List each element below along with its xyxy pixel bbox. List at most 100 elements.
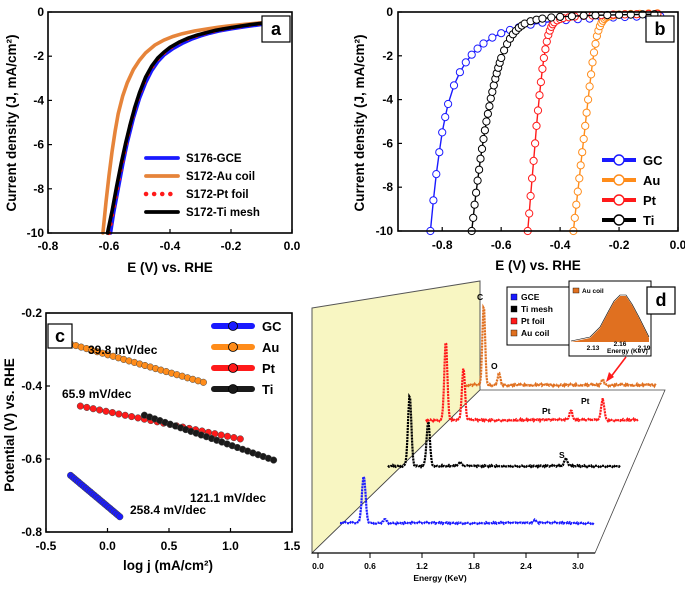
panel-c-point xyxy=(230,434,238,442)
panel-b-point xyxy=(444,99,453,109)
panel-c-slope-gc: 258.4 mV/dec xyxy=(130,503,206,517)
panel-d-xtick-label: 0.6 xyxy=(364,561,376,571)
panel-d-peak-o: O xyxy=(491,361,498,371)
panel-b-legend-label: Pt xyxy=(643,193,657,208)
panel-a-ytick-label: 0 xyxy=(37,5,44,19)
panel-b-point xyxy=(488,33,497,42)
panel-b-point xyxy=(575,174,584,183)
panel-c-ytick-label: -0.2 xyxy=(21,306,42,320)
panel-a-ytick-label: -2 xyxy=(33,49,44,63)
panel-d-xtick-label: 0.0 xyxy=(312,561,324,571)
panel-b-point xyxy=(579,134,588,144)
panel-a-ytick-label: -4 xyxy=(33,93,44,107)
panel-b-point xyxy=(477,144,487,153)
panel-c-legend-label: Ti xyxy=(262,382,273,397)
panel-c-point xyxy=(108,409,116,417)
panel-a-legend-label: S176-GCE xyxy=(186,153,242,165)
panel-b-point xyxy=(556,12,565,21)
panel-b-point xyxy=(467,50,476,59)
panel-c-series xyxy=(67,340,278,521)
panel-a-frame xyxy=(47,11,293,234)
panel-b-point xyxy=(532,121,541,131)
panel-b-point xyxy=(541,45,550,54)
panel-d-peak-pt2: Pt xyxy=(581,396,590,406)
panel-a-line-3 xyxy=(105,20,273,235)
panel-b-legend-marker xyxy=(613,174,625,186)
panel-b-point xyxy=(578,148,587,157)
panel-b-xtick-label: -0.6 xyxy=(491,238,512,252)
panel-a-ytick-label: -10 xyxy=(27,226,45,240)
panel-b-point xyxy=(588,58,597,67)
panel-c-slope-ti: 121.1 mV/dec xyxy=(190,491,266,505)
panel-c-point xyxy=(199,378,207,386)
panel-b-point xyxy=(483,109,492,118)
panel-d-legend-swatch xyxy=(510,317,518,325)
panel-b-point xyxy=(480,126,489,135)
panel-b-point xyxy=(438,128,447,137)
panel-c-point xyxy=(102,407,110,415)
panel-c-xlabel: log j (mA/cm²) xyxy=(123,558,213,573)
panel-b-point xyxy=(570,213,579,222)
panel-b-legend-label: Ti xyxy=(643,213,654,228)
panel-d-peak-s: S xyxy=(559,450,565,460)
panel-b-xtick-label: 0.0 xyxy=(670,238,685,252)
panel-b-point xyxy=(488,87,497,97)
panel-c-ylabel: Potential (V) vs. RHE xyxy=(2,358,17,492)
panel-d-spectrum-2 xyxy=(425,340,639,424)
panel-b-ytick-label: -4 xyxy=(382,93,393,107)
panel-b-point xyxy=(472,188,481,197)
panel-a-xtick-label: -0.8 xyxy=(38,239,59,253)
panel-c-label-box xyxy=(47,323,73,349)
panel-a-label-box xyxy=(261,15,291,43)
panel-a-legend-label: S172-Pt foil xyxy=(186,189,249,201)
panel-b-xtick-label: -0.2 xyxy=(609,238,630,252)
panel-a-line-2 xyxy=(106,20,273,236)
panel-a-ylabel: Current density (J, mA/cm²) xyxy=(4,34,19,211)
panel-b-point xyxy=(585,82,594,91)
inset-legend-swatch xyxy=(572,287,580,294)
panel-b-point xyxy=(542,37,551,46)
panel-c-legend: GC Au Pt Ti xyxy=(211,319,282,397)
panel-b-point xyxy=(533,106,543,115)
inset-pointer-head xyxy=(606,372,614,382)
panel-b-point xyxy=(573,187,582,196)
panel-b-label-box xyxy=(645,15,675,43)
panel-b-point xyxy=(476,154,485,163)
panel-c-point xyxy=(76,402,84,410)
panel-a-xtick-label: 0.0 xyxy=(284,239,301,253)
panel-b-point xyxy=(567,12,577,21)
panel-c-point xyxy=(121,411,129,419)
panel-d-peak-pt1: Pt xyxy=(542,406,551,416)
inset-pointer-arrow xyxy=(609,356,627,379)
panel-b-point xyxy=(591,39,600,48)
panel-b-ytick-label: -8 xyxy=(382,180,393,194)
panel-d-inset: Au coil 2.13 2.16 2.19 Energy (KeV) xyxy=(568,280,652,357)
inset-tick-1: 2.13 xyxy=(587,345,600,352)
panel-b-point xyxy=(449,81,459,90)
panel-a-xtick-label: -0.2 xyxy=(221,239,242,253)
panel-a-series xyxy=(101,20,273,236)
panel-c-slope-au: 39.8 mV/dec xyxy=(88,343,158,357)
panel-b-point xyxy=(473,176,482,185)
panel-d-legend-label: GCE xyxy=(521,292,540,302)
panel-b-xtick-label: -0.8 xyxy=(432,238,453,252)
panel-b: -0.8 -0.6 -0.4 -0.2 0.0 0 -2 -4 -6 -8 -10 E (V) vs… xyxy=(352,5,685,273)
panel-d-peak-c: C xyxy=(477,292,483,302)
panel-b-xtick-label: -0.4 xyxy=(550,238,571,252)
panel-b-label: b xyxy=(655,19,666,39)
inset-tick-3: 2.19 xyxy=(638,345,651,352)
panel-c-legend-label: Au xyxy=(262,340,279,355)
panel-b-legend-marker xyxy=(613,154,625,166)
panel-b-point xyxy=(539,53,549,63)
panel-b-legend-marker xyxy=(613,214,625,226)
inset-xlabel: Energy (KeV) xyxy=(607,348,648,355)
panel-b-point xyxy=(538,14,547,23)
panel-b-point xyxy=(489,81,498,90)
panel-b-point xyxy=(536,78,546,87)
panel-b-point xyxy=(470,200,479,209)
panel-b-point xyxy=(531,139,540,148)
panel-a-xtick-label: -0.6 xyxy=(99,239,120,253)
panel-c-legend-label: GC xyxy=(262,319,282,334)
panel-d-label: d xyxy=(656,290,667,310)
panel-d-xtick-label: 1.8 xyxy=(468,561,480,571)
